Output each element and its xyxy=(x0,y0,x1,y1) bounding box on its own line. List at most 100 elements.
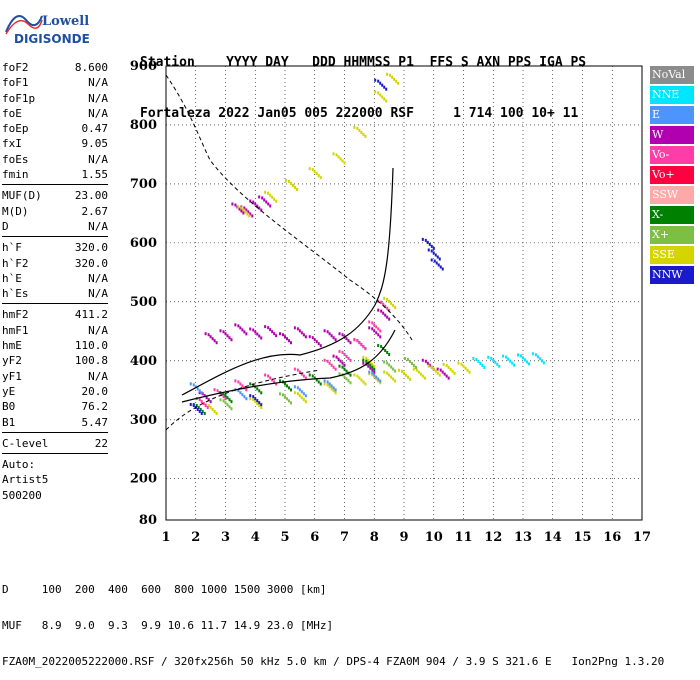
x-axis-ticks: 1 2 3 4 5 6 7 8 9 10 11 12 13 14 15 16 17 xyxy=(161,530,651,545)
echo-point-sse xyxy=(386,297,389,301)
legend-item-e: E xyxy=(650,106,694,124)
echo-point-e xyxy=(323,379,326,383)
echo-point-vo xyxy=(271,378,274,382)
echo-point-x xyxy=(290,401,292,405)
x-tick-label: 10 xyxy=(425,530,443,545)
echo-point-e xyxy=(330,384,333,388)
param-value: 411.2 xyxy=(74,308,108,322)
echo-point-nnw xyxy=(189,402,192,406)
echo-point-sse xyxy=(417,370,420,374)
echo-point-x xyxy=(197,405,200,409)
echo-point-sse xyxy=(339,157,342,161)
echo-point-nne xyxy=(483,365,486,369)
footer-info: D 100 200 400 600 800 1000 1500 3000 [km… xyxy=(2,560,664,680)
param-value: 8.600 xyxy=(74,61,108,74)
echo-point-x xyxy=(230,400,233,404)
param-row-hes: h`Es N/A xyxy=(2,286,108,301)
echo-point-x xyxy=(347,379,350,383)
echo-point-sse xyxy=(412,367,415,371)
echo-point-sse xyxy=(343,161,346,165)
echo-point-sse xyxy=(373,364,376,368)
echo-point-nnw xyxy=(430,258,433,262)
echo-point-w xyxy=(207,398,210,402)
echo-point-sse xyxy=(284,178,287,182)
param-row-fxi: fxI 9.05 xyxy=(2,136,108,151)
param-value: 110.0 xyxy=(74,339,108,353)
echo-point-sse xyxy=(427,364,430,368)
echo-point-sse xyxy=(391,75,394,79)
param-value: N/A xyxy=(88,271,108,285)
x-tick-label: 7 xyxy=(340,530,349,545)
echo-point-w xyxy=(296,327,299,331)
echo-point-vo xyxy=(358,341,361,345)
echo-point-x xyxy=(408,359,411,363)
x-tick-label: 8 xyxy=(370,530,379,545)
params-group-virtual-heights: h`F 320.0 h`F2 320.0 h`E N/A h`Es N/A xyxy=(2,240,108,301)
echo-point-x xyxy=(203,411,206,415)
param-row-hme: hmE 110.0 xyxy=(2,338,108,353)
echo-point-vo xyxy=(296,368,299,372)
echo-point-x xyxy=(410,361,413,365)
param-value: 23.00 xyxy=(74,189,108,203)
echo-point-x xyxy=(383,360,386,364)
echo-point-x xyxy=(256,387,259,391)
echo-point-sse xyxy=(332,389,335,393)
echo-point-x xyxy=(313,376,316,380)
param-row-foes: foEs N/A xyxy=(2,152,108,167)
divider xyxy=(2,431,108,433)
param-value: N/A xyxy=(88,91,108,105)
echo-point-w xyxy=(258,195,261,199)
echo-point-w xyxy=(254,330,257,334)
echo-point-sse xyxy=(466,368,469,372)
echo-point-w xyxy=(335,355,338,359)
echo-point-nne xyxy=(475,357,478,361)
params-group-profile: hmF2 411.2 hmF1 N/A hmE 110.0 yF2 100.8 yF1 N/A yE… xyxy=(2,307,108,429)
echo-point-x xyxy=(406,357,409,361)
param-value: N/A xyxy=(88,152,108,166)
echo-point-nnw xyxy=(252,395,255,399)
y-tick-label: 800 xyxy=(130,118,157,133)
echo-point-w xyxy=(264,325,267,329)
echo-point-e xyxy=(326,380,329,384)
echo-point-vo xyxy=(384,304,387,308)
echo-point-x xyxy=(388,363,391,367)
echo-point-vo xyxy=(382,302,385,306)
param-row-fof1: foF1 N/A xyxy=(2,75,108,90)
echo-point-nnw xyxy=(437,263,440,267)
param-row-fof1p: foF1p N/A xyxy=(2,91,108,106)
x-tick-label: 2 xyxy=(191,530,200,545)
echo-point-w xyxy=(334,338,337,342)
echo-point-w xyxy=(256,332,259,336)
echo-point-w xyxy=(207,333,210,337)
echo-point-nnw xyxy=(439,265,442,269)
echo-point-sse xyxy=(442,362,445,366)
echo-point-x xyxy=(288,386,290,390)
echo-point-sse xyxy=(395,79,398,83)
echo-point-x xyxy=(384,349,387,353)
y-tick-label: 400 xyxy=(130,354,157,369)
echo-point-vo xyxy=(353,338,356,342)
echo-point-e xyxy=(302,392,305,396)
echo-point-x xyxy=(369,363,372,367)
echo-point-nne xyxy=(517,353,519,357)
divider xyxy=(2,453,108,455)
echo-point-sse xyxy=(401,369,403,373)
echo-point-w xyxy=(311,336,314,340)
echo-point-vo xyxy=(323,358,326,362)
auto-line: 500200 xyxy=(2,488,42,502)
echo-point-nne xyxy=(479,361,482,365)
params-group-confidence: C-level 22 xyxy=(2,436,108,451)
echo-point-nne xyxy=(502,354,505,358)
legend-item-ssw: SSW xyxy=(650,186,694,204)
echo-point-w xyxy=(330,334,333,338)
param-row-hf2: h`F2 320.0 xyxy=(2,256,108,271)
echo-point-x xyxy=(338,364,341,368)
echo-point-sse xyxy=(315,172,318,176)
echo-point-sse xyxy=(371,362,374,366)
param-label: hmF2 xyxy=(2,308,29,322)
echo-point-sse xyxy=(379,381,382,385)
echo-point-x xyxy=(224,401,227,405)
legend-item-noval: NoVal xyxy=(650,66,694,84)
echo-point-w xyxy=(332,336,335,340)
x-tick-label: 13 xyxy=(514,530,532,545)
